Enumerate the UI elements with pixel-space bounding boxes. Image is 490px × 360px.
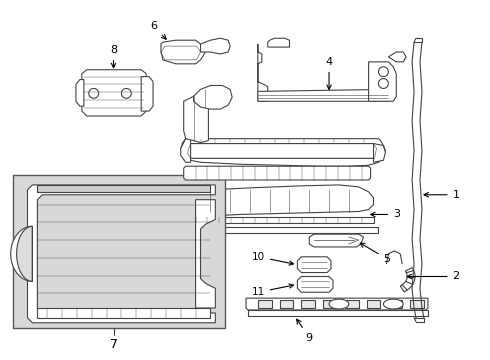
Polygon shape [189, 217, 373, 223]
Polygon shape [248, 310, 428, 316]
Polygon shape [82, 70, 146, 116]
Polygon shape [89, 89, 98, 98]
Text: 8: 8 [110, 45, 117, 68]
Polygon shape [76, 80, 84, 106]
Text: 5: 5 [360, 243, 391, 264]
Polygon shape [309, 234, 364, 247]
Polygon shape [37, 308, 210, 318]
Text: 6: 6 [150, 21, 166, 39]
Polygon shape [258, 89, 389, 101]
Polygon shape [378, 67, 389, 77]
Polygon shape [11, 226, 32, 282]
Polygon shape [258, 44, 268, 101]
Polygon shape [17, 226, 32, 282]
Polygon shape [194, 185, 373, 216]
Polygon shape [323, 300, 337, 308]
Polygon shape [389, 52, 406, 62]
Polygon shape [297, 276, 333, 292]
Polygon shape [329, 299, 349, 309]
Text: 1: 1 [424, 190, 460, 200]
Polygon shape [367, 300, 380, 308]
Polygon shape [37, 185, 210, 192]
Polygon shape [301, 300, 315, 308]
Polygon shape [268, 38, 290, 47]
Polygon shape [161, 40, 205, 64]
Polygon shape [345, 300, 359, 308]
Polygon shape [141, 77, 153, 111]
Text: 9: 9 [297, 319, 313, 342]
Polygon shape [196, 200, 215, 308]
Polygon shape [246, 298, 428, 310]
Polygon shape [378, 78, 389, 89]
Text: 3: 3 [370, 210, 400, 220]
Polygon shape [368, 62, 396, 101]
Polygon shape [181, 139, 386, 166]
Polygon shape [297, 257, 331, 273]
Text: 4: 4 [325, 57, 333, 89]
Text: 10: 10 [252, 252, 294, 265]
Text: 7: 7 [109, 338, 118, 351]
Polygon shape [184, 166, 370, 180]
Polygon shape [280, 300, 294, 308]
Polygon shape [184, 94, 208, 143]
Polygon shape [200, 38, 230, 54]
Polygon shape [258, 300, 271, 308]
Polygon shape [410, 300, 424, 308]
Polygon shape [389, 300, 402, 308]
Polygon shape [186, 227, 378, 233]
Polygon shape [400, 267, 415, 292]
Text: 11: 11 [251, 284, 294, 297]
Polygon shape [194, 85, 232, 109]
Polygon shape [373, 144, 386, 162]
Bar [13, 175, 225, 328]
Text: 2: 2 [407, 271, 460, 282]
Polygon shape [122, 89, 131, 98]
Polygon shape [188, 144, 376, 158]
Polygon shape [181, 139, 191, 162]
Polygon shape [27, 185, 215, 323]
Polygon shape [384, 299, 403, 309]
